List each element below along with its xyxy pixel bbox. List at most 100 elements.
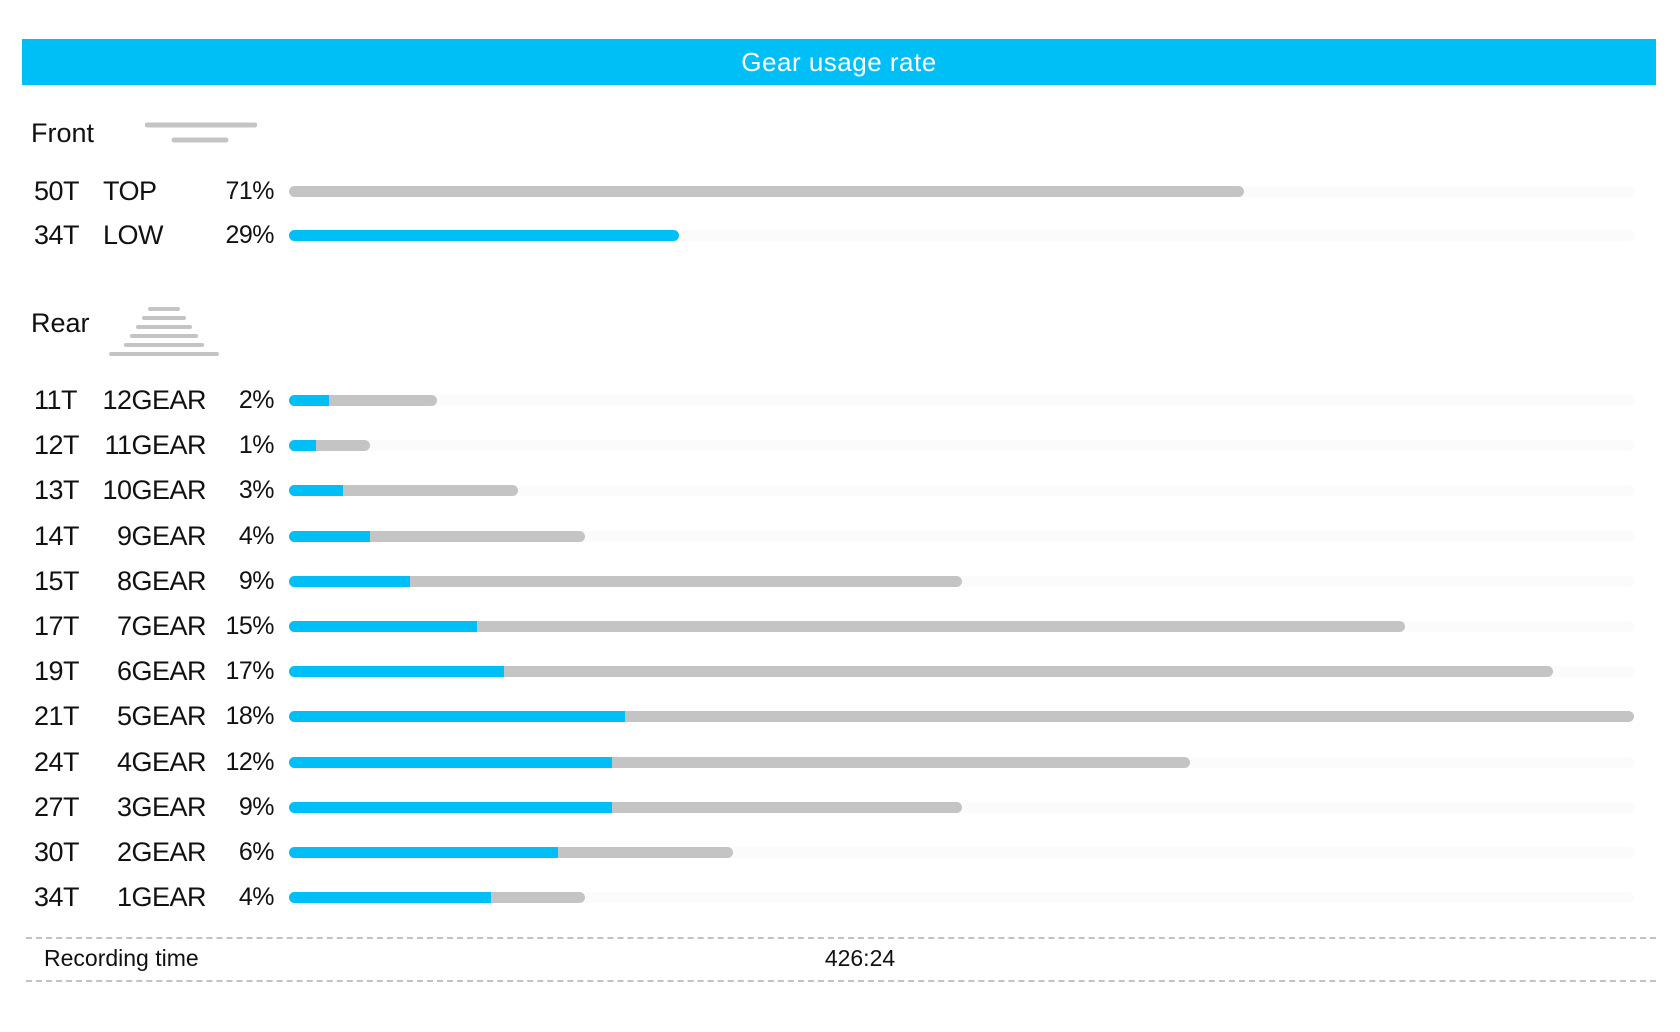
rear-cassette-icon bbox=[109, 307, 219, 356]
usage-bar-total bbox=[289, 576, 962, 587]
usage-track bbox=[289, 621, 1634, 632]
teeth-label: 30T bbox=[34, 837, 80, 867]
usage-bar-highlight bbox=[289, 531, 370, 542]
rear-gear-row: 34T 1GEAR 4% bbox=[0, 877, 1680, 917]
percent-label: 29% bbox=[225, 221, 274, 249]
gear-label: 10GEAR bbox=[102, 475, 206, 505]
rear-gear-row: 21T 5GEAR 18% bbox=[0, 696, 1680, 736]
teeth-label: 14T bbox=[34, 521, 80, 551]
gear-label: 7GEAR bbox=[116, 611, 207, 641]
gear-label: 11GEAR bbox=[104, 430, 206, 460]
percent-label: 9% bbox=[238, 567, 275, 595]
teeth-label: 21T bbox=[34, 701, 80, 731]
usage-bar-total bbox=[289, 621, 1405, 632]
usage-track bbox=[289, 485, 1634, 496]
divider-top bbox=[26, 937, 1656, 939]
rear-section-title: Rear bbox=[31, 308, 90, 338]
gear-label: TOP bbox=[103, 176, 157, 206]
usage-bar-highlight bbox=[289, 621, 477, 632]
rear-gear-row: 24T 4GEAR 12% bbox=[0, 742, 1680, 782]
front-section-title: Front bbox=[31, 118, 95, 148]
usage-bar-highlight bbox=[289, 802, 612, 813]
usage-track bbox=[289, 230, 1634, 241]
rear-gear-row: 27T 3GEAR 9% bbox=[0, 787, 1680, 827]
recording-time-label: Recording time bbox=[44, 945, 199, 971]
usage-track bbox=[289, 186, 1634, 197]
gear-label: 1GEAR bbox=[116, 882, 207, 912]
percent-label: 71% bbox=[225, 177, 274, 205]
usage-bar-highlight bbox=[289, 485, 343, 496]
usage-bar-highlight bbox=[289, 711, 625, 722]
percent-label: 15% bbox=[225, 612, 274, 640]
gear-label: LOW bbox=[103, 220, 164, 250]
percent-label: 17% bbox=[225, 657, 274, 685]
gear-label: 6GEAR bbox=[116, 656, 207, 686]
usage-bar-total bbox=[289, 186, 1244, 197]
rear-gear-row: 11T 12GEAR 2% bbox=[0, 380, 1680, 420]
gear-label: 5GEAR bbox=[116, 701, 207, 731]
usage-track bbox=[289, 440, 1634, 451]
rear-gear-row: 15T 8GEAR 9% bbox=[0, 561, 1680, 601]
usage-track bbox=[289, 531, 1634, 542]
recording-time-value: 426:24 bbox=[824, 945, 896, 971]
teeth-label: 17T bbox=[34, 611, 80, 641]
usage-bar-highlight bbox=[289, 576, 410, 587]
percent-label: 12% bbox=[225, 748, 274, 776]
usage-bar-total bbox=[289, 666, 1553, 677]
teeth-label: 50T bbox=[34, 176, 80, 206]
divider-bottom bbox=[26, 980, 1656, 982]
usage-bar-total bbox=[289, 485, 518, 496]
percent-label: 4% bbox=[238, 522, 275, 550]
usage-track bbox=[289, 802, 1634, 813]
gear-label: 2GEAR bbox=[116, 837, 207, 867]
usage-bar-total bbox=[289, 531, 585, 542]
rear-gear-row: 12T 11GEAR 1% bbox=[0, 425, 1680, 465]
usage-bar-total bbox=[289, 802, 962, 813]
teeth-label: 19T bbox=[34, 656, 80, 686]
teeth-label: 34T bbox=[34, 882, 80, 912]
usage-bar-total bbox=[289, 711, 1634, 722]
teeth-label: 11T bbox=[34, 385, 78, 415]
usage-track bbox=[289, 711, 1634, 722]
gear-label: 4GEAR bbox=[116, 747, 207, 777]
percent-label: 6% bbox=[238, 838, 275, 866]
usage-track bbox=[289, 847, 1634, 858]
rear-gear-row: 19T 6GEAR 17% bbox=[0, 651, 1680, 691]
percent-label: 1% bbox=[238, 431, 275, 459]
teeth-label: 13T bbox=[34, 475, 80, 505]
usage-bar-highlight bbox=[289, 892, 491, 903]
front-chainring-icon bbox=[145, 122, 257, 143]
teeth-label: 12T bbox=[34, 430, 80, 460]
gear-label: 8GEAR bbox=[116, 566, 207, 596]
percent-label: 18% bbox=[225, 702, 274, 730]
usage-bar-total bbox=[289, 440, 370, 451]
usage-bar-highlight bbox=[289, 395, 329, 406]
rear-gear-row: 30T 2GEAR 6% bbox=[0, 832, 1680, 872]
rear-gear-row: 17T 7GEAR 15% bbox=[0, 606, 1680, 646]
usage-track bbox=[289, 666, 1634, 677]
usage-bar-highlight bbox=[289, 757, 612, 768]
teeth-label: 24T bbox=[34, 747, 80, 777]
rear-gear-row: 14T 9GEAR 4% bbox=[0, 516, 1680, 556]
header-bar: Gear usage rate bbox=[22, 39, 1656, 85]
teeth-label: 34T bbox=[34, 220, 80, 250]
gear-label: 9GEAR bbox=[116, 521, 207, 551]
rear-gear-row: 13T 10GEAR 3% bbox=[0, 470, 1680, 510]
usage-track bbox=[289, 576, 1634, 587]
percent-label: 9% bbox=[238, 793, 275, 821]
teeth-label: 15T bbox=[34, 566, 80, 596]
usage-bar-highlight bbox=[289, 666, 504, 677]
usage-bar-highlight bbox=[289, 440, 316, 451]
percent-label: 3% bbox=[238, 476, 275, 504]
usage-track bbox=[289, 395, 1634, 406]
front-gear-row: 50T TOP 71% bbox=[0, 171, 1680, 211]
usage-bar-total bbox=[289, 395, 437, 406]
gear-label: 3GEAR bbox=[116, 792, 207, 822]
usage-bar-highlight bbox=[289, 230, 679, 241]
percent-label: 4% bbox=[238, 883, 275, 911]
percent-label: 2% bbox=[238, 386, 275, 414]
header-title: Gear usage rate bbox=[741, 46, 937, 77]
front-gear-row: 34T LOW 29% bbox=[0, 215, 1680, 255]
usage-track bbox=[289, 892, 1634, 903]
